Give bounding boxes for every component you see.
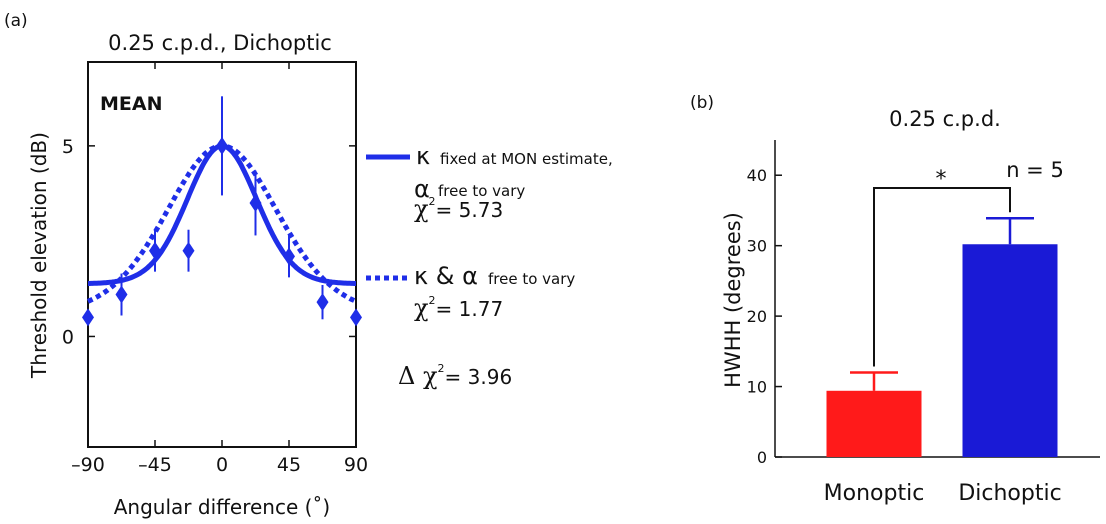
panel-b-y-tick-label: 20 xyxy=(747,307,767,326)
panel-a-label: (a) xyxy=(4,11,28,31)
legend-solid-label-1: fixed at MON estimate, xyxy=(440,150,613,168)
delta-chi2-value: = 3.96 xyxy=(445,365,513,389)
panel-b-y-tick-label: 10 xyxy=(747,378,767,397)
legend-dotted-label: free to vary xyxy=(488,270,575,288)
data-point-diamond xyxy=(149,241,161,260)
bar-monoptic xyxy=(826,390,922,457)
panel-b: (b) 0.25 c.p.d. 0 10 20 30 40 Monoptic Dichop… xyxy=(690,93,1100,506)
panel-a-title: 0.25 c.p.d., Dichoptic xyxy=(108,31,332,55)
panel-b-y-axis-label: HWHH (degrees) xyxy=(721,212,745,388)
data-point-diamond xyxy=(249,194,262,213)
panel-a: (a) 0.25 c.p.d., Dichoptic MEAN –90 –45 0 4… xyxy=(4,11,613,519)
data-point-diamond xyxy=(316,293,329,312)
panel-a-x-tick-label: –45 xyxy=(138,454,172,476)
legend-solid-chi2: χ2= 5.73 xyxy=(414,195,503,223)
panel-a-x-tick-label: 0 xyxy=(216,454,228,476)
data-point-diamond xyxy=(216,136,228,155)
legend-solid-kappa: κ xyxy=(416,142,430,170)
legend-dotted-chi2-value: = 1.77 xyxy=(436,297,504,321)
panel-a-ticks: –90 –45 0 45 90 0 5 xyxy=(62,62,368,476)
data-point-diamond xyxy=(350,308,362,327)
category-label: Dichoptic xyxy=(958,481,1061,506)
legend-dotted-kappa-alpha: κ & α xyxy=(414,262,478,290)
panel-a-points xyxy=(82,96,362,327)
legend-solid-chi2-value: = 5.73 xyxy=(436,198,504,222)
panel-a-legend: κ fixed at MON estimate, α free to vary … xyxy=(366,142,613,390)
data-point-diamond xyxy=(115,285,128,304)
panel-a-y-tick-label: 0 xyxy=(62,326,74,348)
data-point-diamond xyxy=(182,241,195,260)
bar-dichoptic xyxy=(962,244,1058,457)
sample-size-note: n = 5 xyxy=(1006,158,1064,182)
significance-bracket xyxy=(873,187,1011,367)
category-label: Monoptic xyxy=(824,481,925,506)
significance-star: * xyxy=(936,167,947,192)
legend-solid-alpha: α xyxy=(414,175,430,203)
panel-b-title: 0.25 c.p.d. xyxy=(889,107,1001,131)
panel-a-x-tick-label: –90 xyxy=(71,454,105,476)
panel-a-y-tick-label: 5 xyxy=(62,136,74,158)
panel-b-y-tick-label: 30 xyxy=(747,237,767,256)
legend-solid-label-2: free to vary xyxy=(438,182,525,200)
panel-a-x-axis-label: Angular difference (˚) xyxy=(114,495,330,519)
panel-a-x-tick-label: 45 xyxy=(277,454,301,476)
data-point-diamond xyxy=(82,308,94,327)
panel-a-x-tick-label: 90 xyxy=(344,454,368,476)
legend-dotted-chi2: χ2= 1.77 xyxy=(414,294,503,322)
delta-chi2: Δ χ2= 3.96 xyxy=(398,362,512,390)
data-point-diamond xyxy=(283,247,295,266)
panel-a-y-axis-label: Threshold elevation (dB) xyxy=(27,132,51,379)
panel-b-bars: Monoptic Dichoptic xyxy=(824,216,1062,506)
panel-b-label: (b) xyxy=(690,93,714,113)
panel-a-annotation: MEAN xyxy=(100,93,163,115)
panel-b-y-tick-label: 0 xyxy=(757,448,767,467)
panel-b-ticks: 0 10 20 30 40 xyxy=(747,166,782,467)
panel-b-y-tick-label: 40 xyxy=(747,166,767,185)
